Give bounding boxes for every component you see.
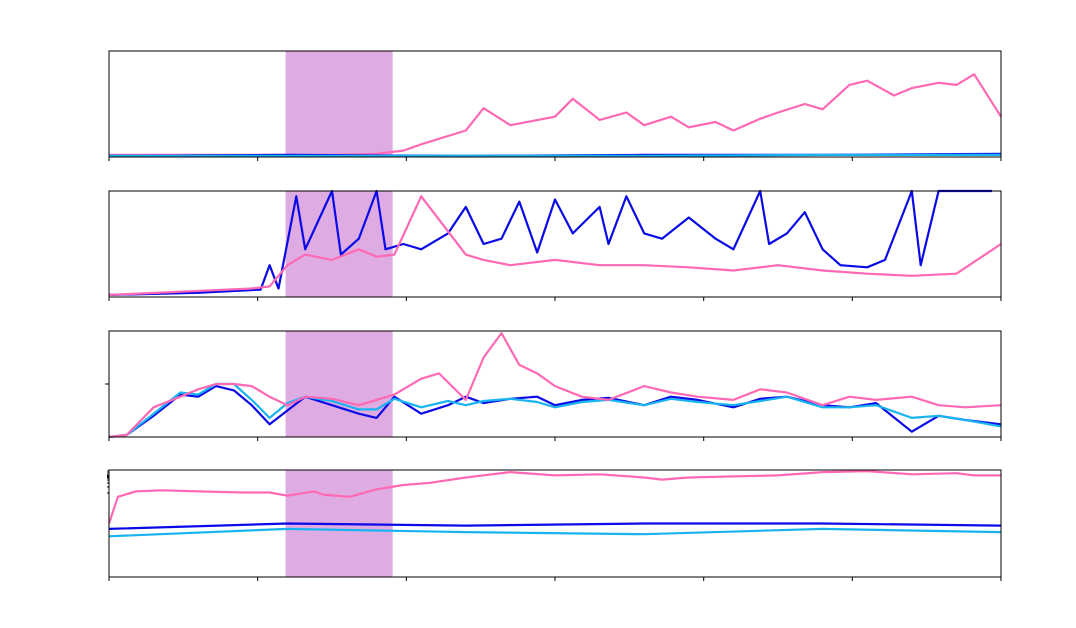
series-line-blue <box>108 189 993 296</box>
series-line-pink <box>108 195 1002 296</box>
shaded-region <box>285 51 393 157</box>
series-line-cyan <box>109 153 1001 157</box>
subplot-2 <box>108 189 1002 301</box>
subplot-4 <box>107 469 1002 581</box>
series-line-pink <box>107 470 1001 524</box>
series-line-pink <box>108 332 1002 439</box>
series-line-cyan <box>108 527 1002 538</box>
subplot-3 <box>105 330 1002 441</box>
subplot-1 <box>108 50 1002 161</box>
series-line-blue <box>108 522 1002 530</box>
shaded-region <box>285 331 393 437</box>
